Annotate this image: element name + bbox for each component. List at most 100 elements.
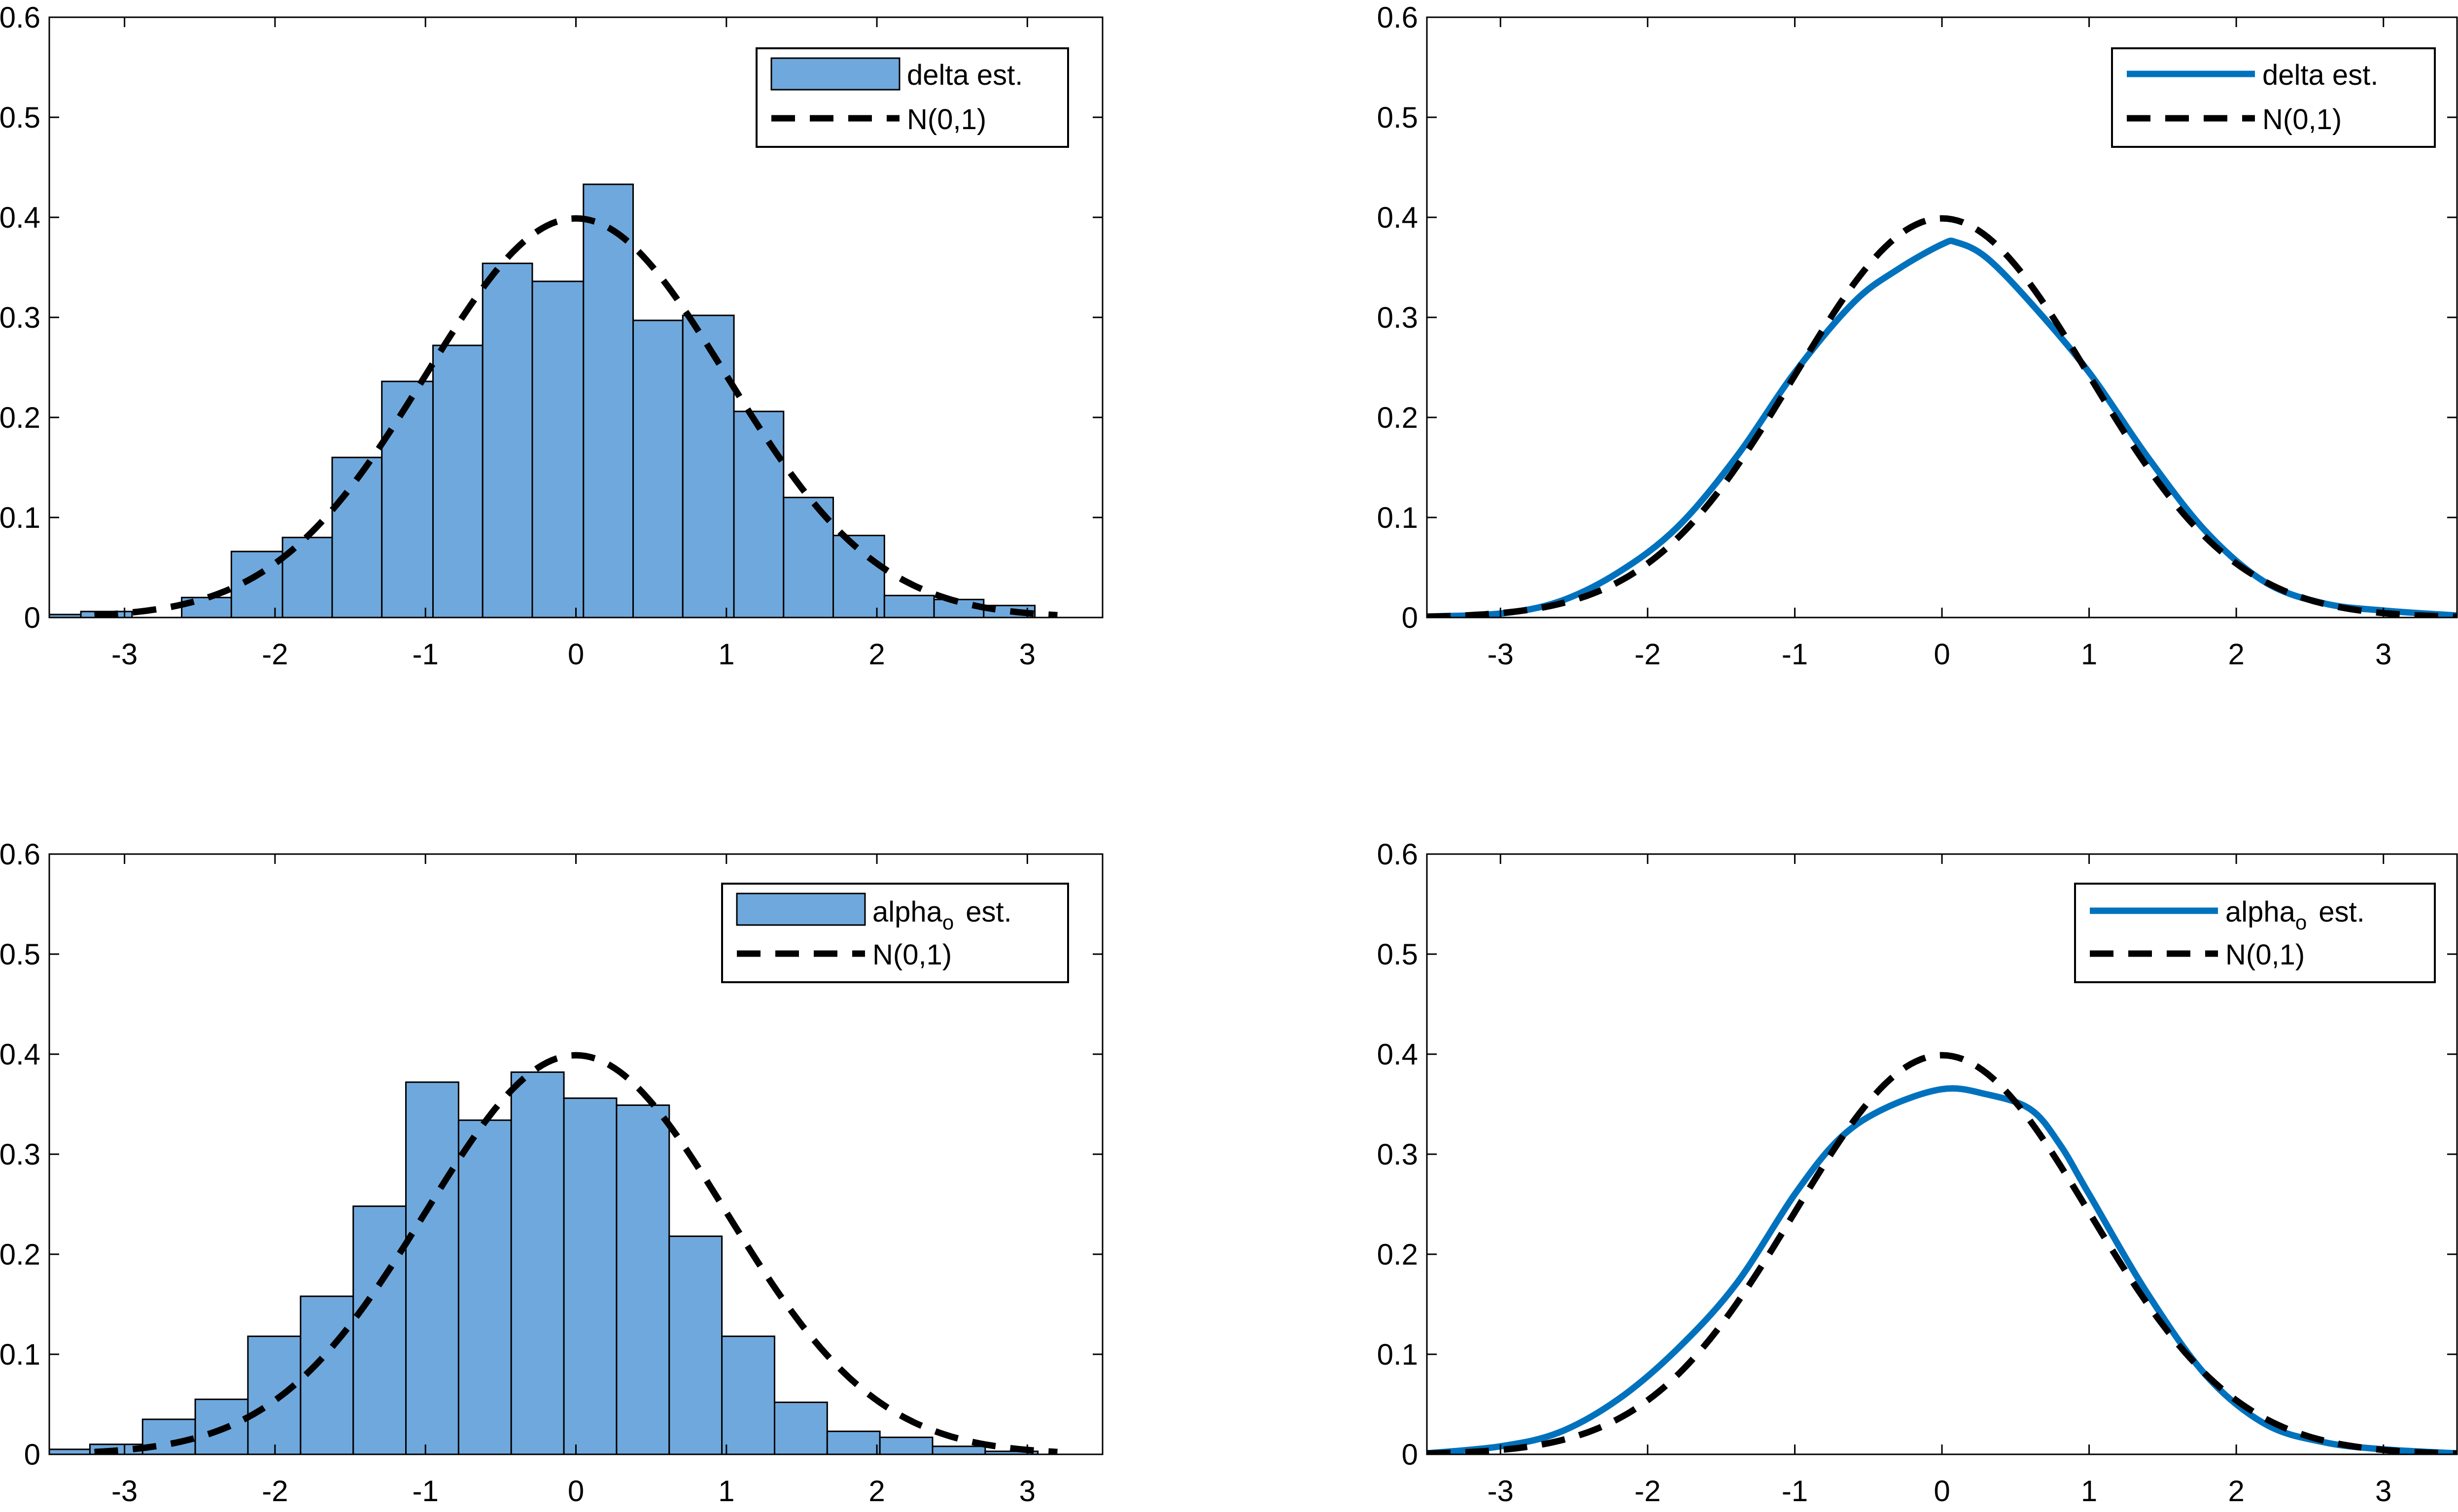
normal-overlay-line <box>94 215 1058 618</box>
legend-label-subscript: o <box>2295 911 2307 934</box>
y-tick-label: 0.3 <box>1377 301 1418 334</box>
histogram-bar <box>583 183 634 618</box>
y-tick-label: 0.4 <box>1377 1038 1418 1071</box>
legend-bottom-left: alphao est. N(0,1) <box>721 883 1069 983</box>
y-tick-label: 0.1 <box>0 1338 40 1371</box>
y-tick-label: 0.1 <box>1377 1338 1418 1371</box>
legend-label-normal: N(0,1) <box>907 103 986 136</box>
panel-bottom-right: -3 -2 -1 0 1 2 3 0 0.1 0.2 0.3 0.4 0.5 0.6 alphao est.… <box>1377 838 2458 1508</box>
y-tick-label: 0.3 <box>0 1138 40 1171</box>
normal-overlay-line <box>94 1052 1058 1454</box>
y-tick-label: 0.6 <box>1377 1 1418 34</box>
histogram-bar <box>194 1398 249 1454</box>
plot-area-bottom-left: -3 -2 -1 0 1 2 3 0 0.1 0.2 0.3 0.4 0.5 0.6 <box>0 838 1104 1508</box>
legend-label-alpha: alpha <box>872 896 943 928</box>
y-tick-label: 0.5 <box>0 101 40 134</box>
histogram-bar <box>883 594 935 618</box>
y-tick-label: 0.1 <box>1377 501 1418 534</box>
histogram-bar <box>510 1071 565 1454</box>
histogram-bar <box>405 1081 459 1454</box>
normal-overlay-line <box>1427 1052 2457 1454</box>
y-tick-label: 0.3 <box>1377 1138 1418 1171</box>
legend-top-right: delta est. N(0,1) <box>2111 47 2436 148</box>
x-tick-label: -2 <box>262 638 288 671</box>
x-tick-label: -3 <box>111 638 138 671</box>
histogram-bar <box>773 1401 828 1454</box>
histogram-bar <box>482 262 533 618</box>
histogram-bar <box>632 319 684 618</box>
density-line <box>1427 238 2457 618</box>
x-tick-label: 0 <box>568 1475 584 1508</box>
x-tick-label: 1 <box>718 638 734 671</box>
histogram-bar <box>682 314 735 618</box>
histogram-bar <box>832 535 885 618</box>
legend-bottom-right: alphao est. N(0,1) <box>2074 883 2436 983</box>
y-tick-label: 0 <box>1402 1438 1418 1471</box>
y-tick-label: 0.5 <box>1377 101 1418 134</box>
histogram-bar <box>230 550 283 618</box>
legend-label-alpha-o-est: alphao est. <box>2225 896 2365 934</box>
plot-marks <box>49 1052 1058 1454</box>
x-tick-label: 2 <box>2228 638 2244 671</box>
x-tick-label: 1 <box>2081 1475 2097 1508</box>
x-tick-label: 0 <box>1934 638 1950 671</box>
plot-area-top-right: -3 -2 -1 0 1 2 3 0 0.1 0.2 0.3 0.4 0.5 0.6 <box>1377 1 2458 671</box>
x-tick-label: -2 <box>1634 638 1661 671</box>
legend-label-suffix: est. <box>966 896 1012 928</box>
x-tick-label: -3 <box>1488 638 1514 671</box>
y-tick-label: 0.5 <box>0 938 40 971</box>
histogram-bar <box>932 1445 986 1454</box>
x-tick-label: 3 <box>1019 638 1036 671</box>
y-tick-label: 0.4 <box>0 201 40 234</box>
histogram-bar <box>721 1335 775 1454</box>
y-tick-label: 0.1 <box>0 501 40 534</box>
histogram-bar <box>668 1235 723 1454</box>
x-tick-label: 2 <box>868 638 885 671</box>
x-tick-label: 0 <box>1934 1475 1950 1508</box>
legend-label-normal: N(0,1) <box>872 939 952 971</box>
x-tick-label: -2 <box>262 1475 288 1508</box>
y-tick-label: 0.2 <box>0 1238 40 1271</box>
y-tick-label: 0.2 <box>0 401 40 434</box>
legend-box <box>2074 883 2436 983</box>
legend-label-alpha-o-est: alphao est. <box>872 896 1012 934</box>
x-tick-label: -1 <box>1782 638 1808 671</box>
legend-label-alpha: alpha <box>2225 896 2296 928</box>
histogram-bar <box>457 1119 512 1454</box>
histogram-bar <box>247 1335 302 1454</box>
x-tick-label: 3 <box>1019 1475 1036 1508</box>
legend-swatch-histogram <box>770 57 900 91</box>
plot-area-top-left: -3 -2 -1 0 1 2 3 0 0.1 0.2 0.3 0.4 0.5 0.6 <box>0 1 1104 671</box>
plot-marks <box>49 183 1058 618</box>
x-tick-label: 0 <box>568 638 584 671</box>
y-tick-label: 0.4 <box>0 1038 40 1071</box>
histogram-bar <box>381 380 434 618</box>
histogram-bar <box>331 456 383 618</box>
y-tick-label: 0.3 <box>0 301 40 334</box>
x-tick-label: -1 <box>1782 1475 1808 1508</box>
histogram-bar <box>616 1104 670 1454</box>
x-tick-label: 3 <box>2375 638 2391 671</box>
histogram-bar <box>826 1430 881 1454</box>
x-tick-label: -3 <box>1488 1475 1514 1508</box>
legend-top-left: delta est. N(0,1) <box>756 47 1069 148</box>
histogram-bar <box>563 1097 618 1454</box>
histogram-bar <box>352 1205 407 1454</box>
panel-top-right: -3 -2 -1 0 1 2 3 0 0.1 0.2 0.3 0.4 0.5 0.6 delta est.… <box>1377 1 2458 671</box>
legend-box <box>2111 47 2436 148</box>
y-tick-label: 0.6 <box>0 1 40 34</box>
normal-overlay-line <box>1427 215 2457 618</box>
y-tick-label: 0.4 <box>1377 201 1418 234</box>
x-tick-label: 1 <box>718 1475 734 1508</box>
y-tick-label: 0.2 <box>1377 1238 1418 1271</box>
y-tick-label: 0 <box>24 601 40 634</box>
histogram-bar <box>531 280 585 618</box>
y-tick-label: 0.2 <box>1377 401 1418 434</box>
legend-label-subscript: o <box>942 911 954 934</box>
y-tick-label: 0.6 <box>1377 838 1418 871</box>
legend-label-suffix: est. <box>2319 896 2365 928</box>
x-tick-label: -2 <box>1634 1475 1661 1508</box>
density-line <box>1427 1085 2457 1454</box>
legend-label-normal: N(0,1) <box>2225 939 2305 971</box>
